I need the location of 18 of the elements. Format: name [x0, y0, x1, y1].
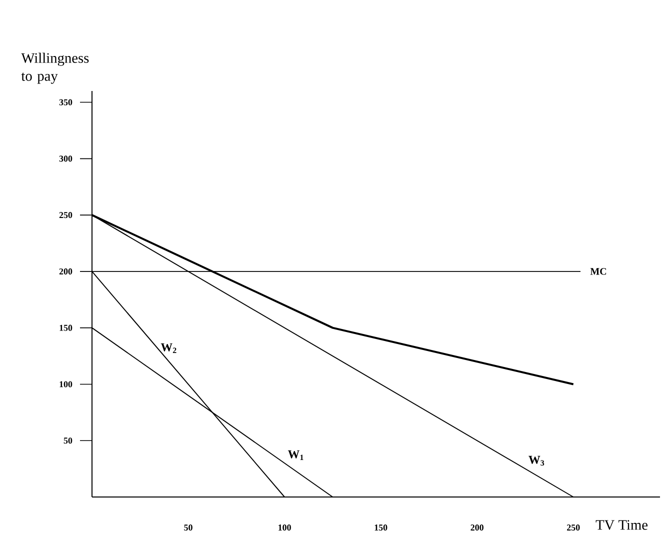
x-tick-label: 100 [278, 524, 291, 531]
y-tick-label: 350 [59, 99, 72, 106]
y-tick-label: 100 [60, 381, 72, 388]
ref-line-label: MC [590, 268, 606, 275]
y-tick-label: 300 [59, 156, 72, 162]
y-tick-label: 250 [59, 212, 72, 218]
y-tick-label: 200 [59, 268, 72, 274]
x-tick-label: 250 [567, 524, 580, 531]
series-label: W$_{2}$ [160, 343, 176, 353]
series-label: W$_{1}$ [288, 450, 304, 460]
x-tick-label: 50 [184, 524, 192, 531]
x-tick-label: 200 [470, 524, 484, 531]
x-tick-label: 150 [374, 524, 388, 531]
y-axis-title: Willingness to pay [21, 52, 89, 84]
series-label: W$_{3}$ [528, 456, 544, 466]
x-axis-title: TV Time [596, 520, 648, 530]
y-tick-label: 150 [60, 324, 72, 331]
y-tick-label: 50 [64, 438, 72, 444]
